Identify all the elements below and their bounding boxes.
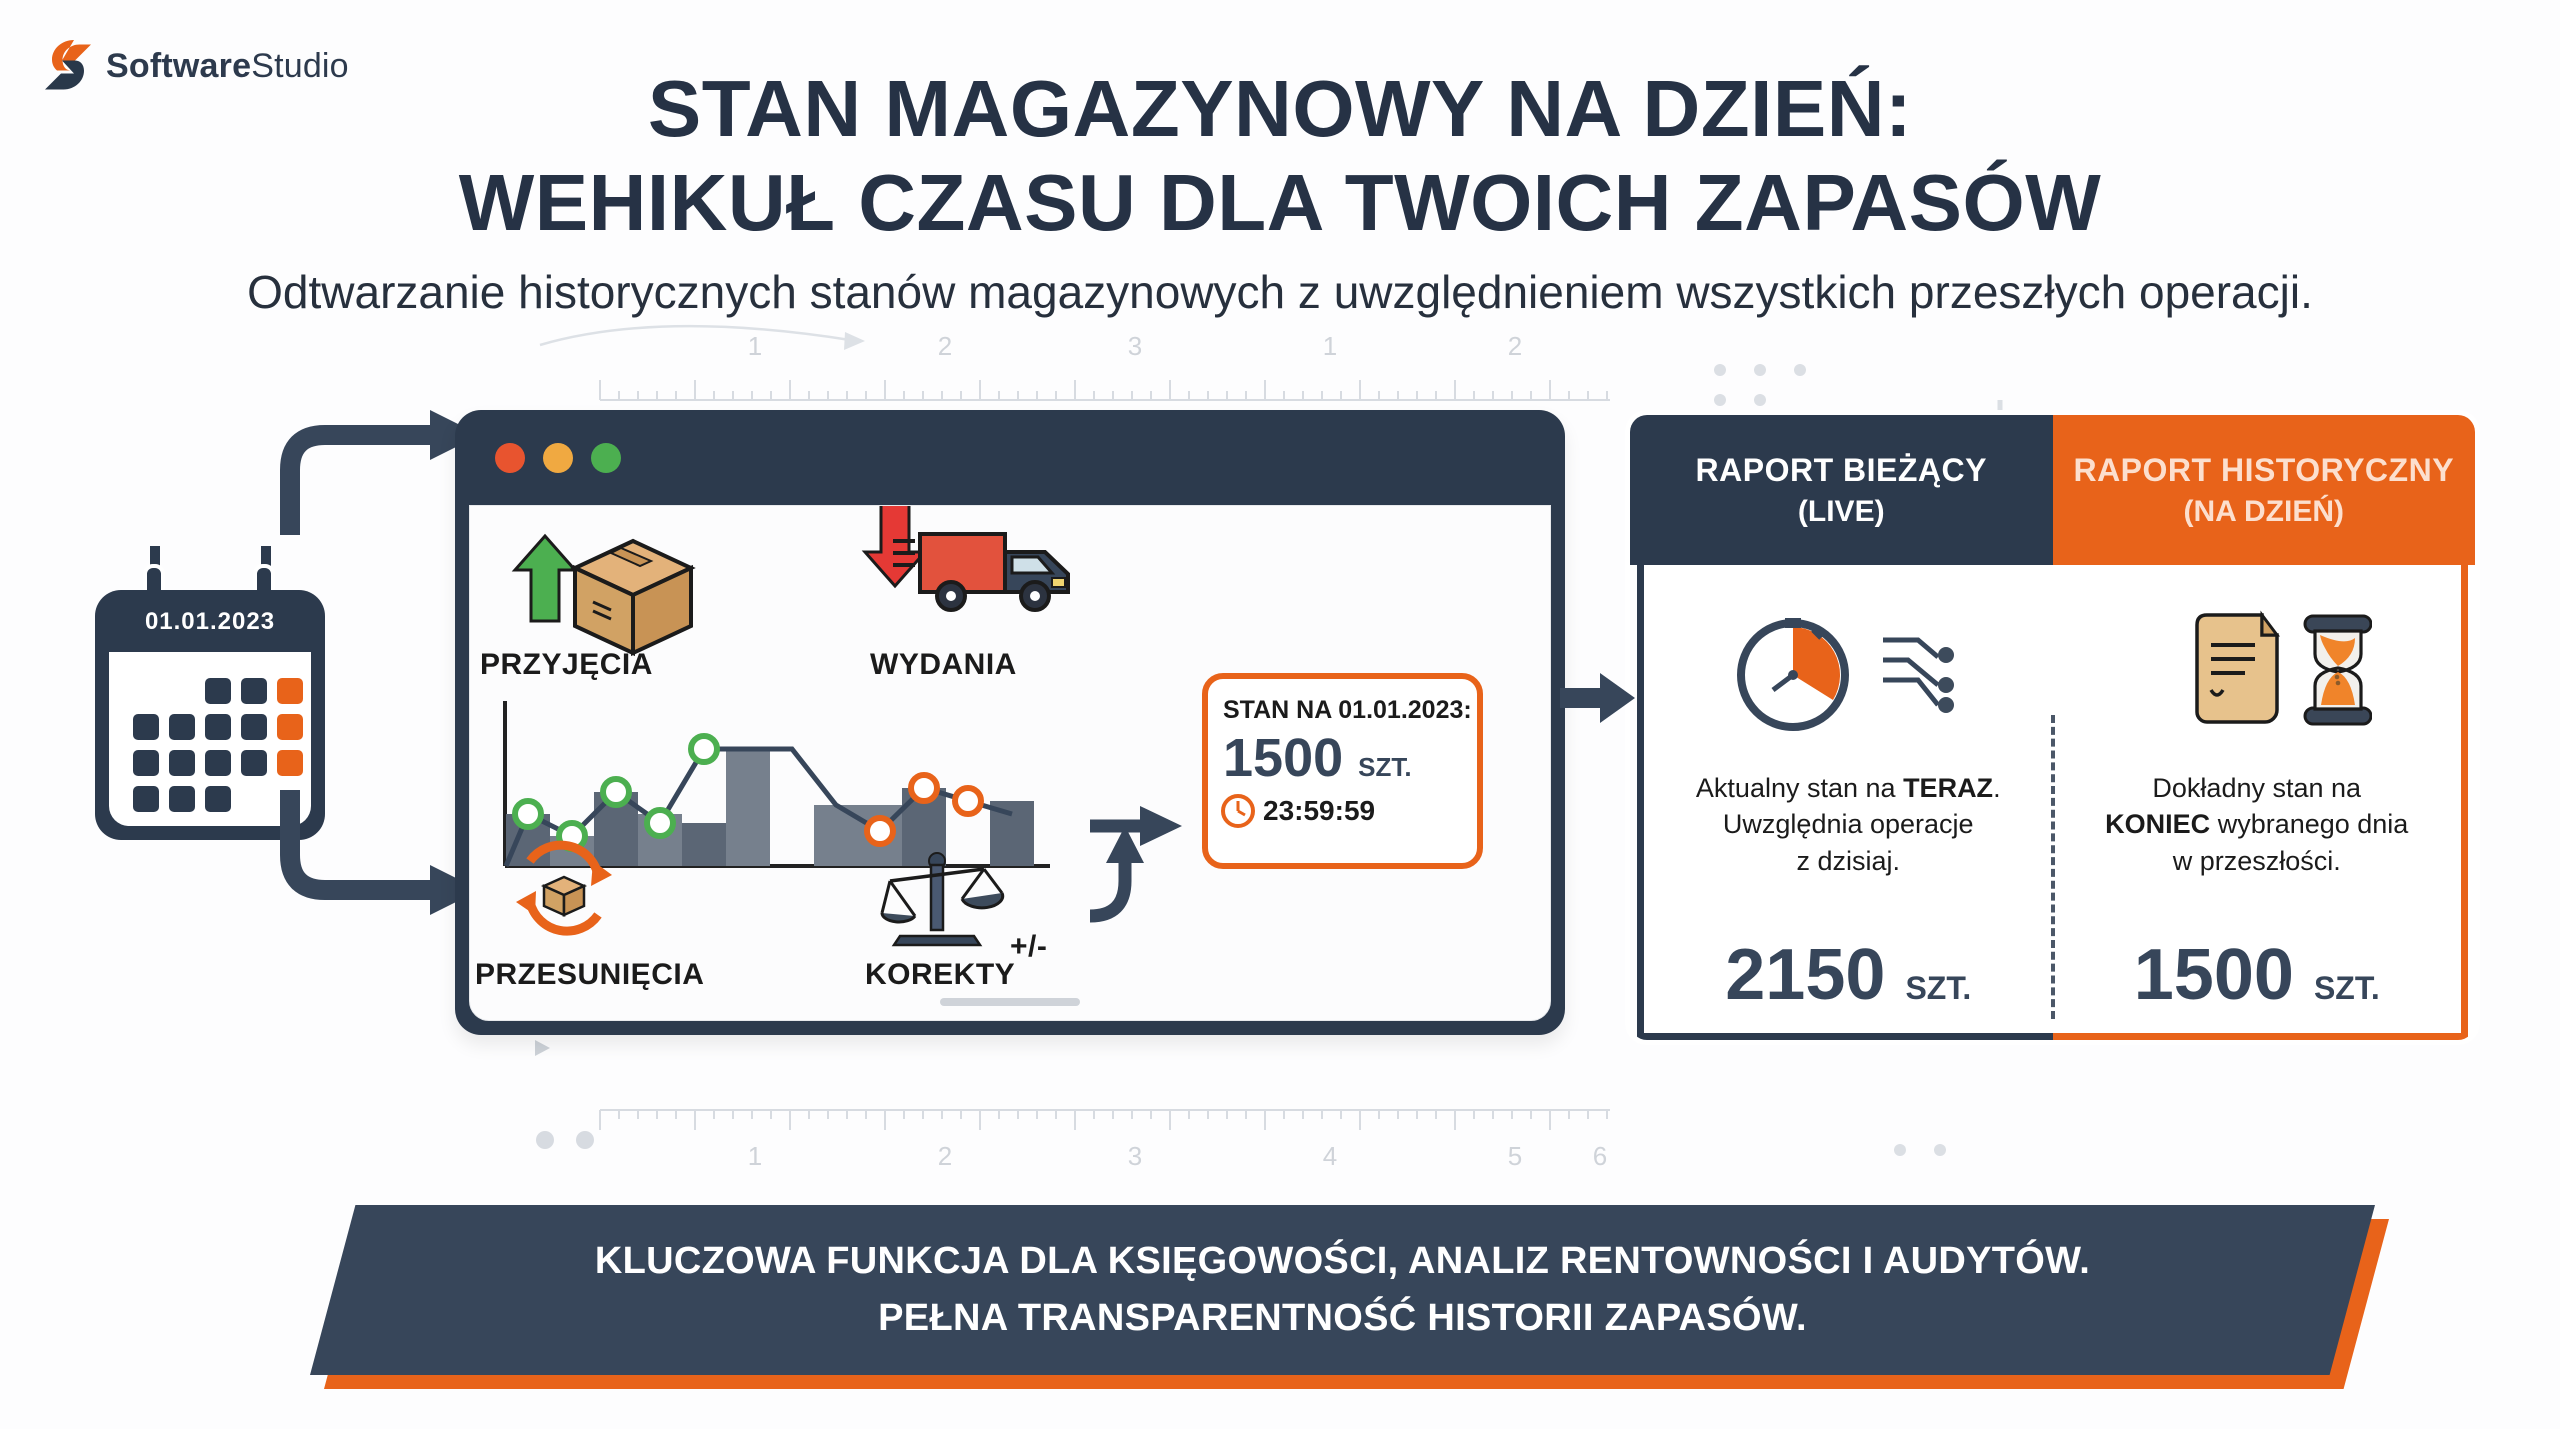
svg-text:4: 4 bbox=[1323, 1141, 1337, 1171]
svg-text:PRZYJĘCIA: PRZYJĘCIA bbox=[480, 648, 653, 681]
svg-text:+/-: +/- bbox=[1010, 930, 1047, 963]
svg-text:6: 6 bbox=[1593, 1141, 1607, 1171]
svg-text:3: 3 bbox=[1128, 331, 1142, 361]
svg-text:STAN NA 01.01.2023:: STAN NA 01.01.2023: bbox=[1223, 696, 1472, 724]
svg-text:WYDANIA: WYDANIA bbox=[870, 648, 1017, 681]
svg-text:5: 5 bbox=[1508, 1141, 1522, 1171]
svg-text:PRZESUNIĘCIA: PRZESUNIĘCIA bbox=[475, 958, 704, 991]
svg-text:KOREKTY: KOREKTY bbox=[865, 958, 1015, 991]
svg-text:2: 2 bbox=[938, 1141, 952, 1171]
svg-text:2: 2 bbox=[938, 331, 952, 361]
svg-text:1: 1 bbox=[748, 1141, 762, 1171]
svg-text:23:59:59: 23:59:59 bbox=[1263, 795, 1375, 826]
svg-text:1: 1 bbox=[1323, 331, 1337, 361]
svg-text:2: 2 bbox=[1508, 331, 1522, 361]
svg-text:3: 3 bbox=[1128, 1141, 1142, 1171]
svg-text:1: 1 bbox=[748, 331, 762, 361]
